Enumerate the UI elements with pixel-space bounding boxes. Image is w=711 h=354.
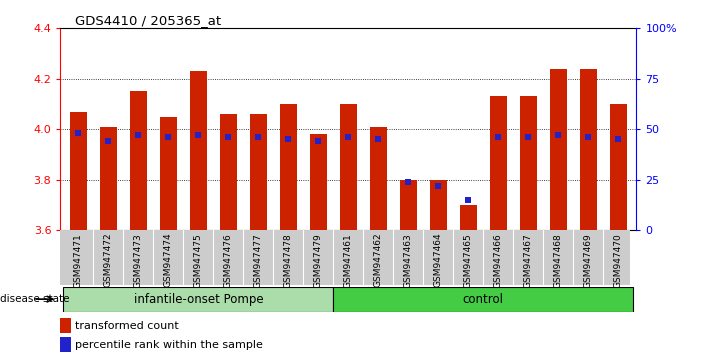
Text: infantile-onset Pompe: infantile-onset Pompe bbox=[134, 293, 263, 306]
Text: GSM947463: GSM947463 bbox=[404, 233, 413, 287]
Bar bbox=[520, 96, 537, 230]
Text: GSM947478: GSM947478 bbox=[284, 233, 293, 287]
Bar bbox=[100, 127, 117, 230]
Text: GDS4410 / 205365_at: GDS4410 / 205365_at bbox=[75, 14, 221, 27]
Bar bbox=[370, 127, 387, 230]
Text: GSM947462: GSM947462 bbox=[374, 233, 383, 287]
Text: percentile rank within the sample: percentile rank within the sample bbox=[75, 341, 263, 350]
Bar bbox=[63, 287, 333, 312]
Bar bbox=[340, 104, 357, 230]
Bar bbox=[190, 71, 207, 230]
Text: GSM947464: GSM947464 bbox=[434, 233, 443, 287]
Text: GSM947469: GSM947469 bbox=[584, 233, 593, 287]
Text: GSM947461: GSM947461 bbox=[344, 233, 353, 287]
Bar bbox=[400, 180, 417, 230]
Bar bbox=[333, 287, 634, 312]
Bar bbox=[60, 318, 71, 333]
Bar bbox=[160, 116, 176, 230]
Bar bbox=[310, 134, 326, 230]
Bar bbox=[70, 112, 87, 230]
Bar bbox=[250, 114, 267, 230]
Text: GSM947472: GSM947472 bbox=[104, 233, 113, 287]
Text: GSM947476: GSM947476 bbox=[224, 233, 233, 287]
Text: GSM947474: GSM947474 bbox=[164, 233, 173, 287]
Text: GSM947475: GSM947475 bbox=[194, 233, 203, 287]
Text: disease state: disease state bbox=[0, 294, 70, 304]
Bar bbox=[130, 91, 146, 230]
Text: GSM947477: GSM947477 bbox=[254, 233, 263, 287]
Text: GSM947466: GSM947466 bbox=[494, 233, 503, 287]
Text: control: control bbox=[463, 293, 504, 306]
Bar bbox=[610, 104, 626, 230]
Text: GSM947471: GSM947471 bbox=[74, 233, 83, 287]
Bar bbox=[280, 104, 296, 230]
Bar bbox=[490, 96, 507, 230]
Bar bbox=[550, 69, 567, 230]
Text: GSM947473: GSM947473 bbox=[134, 233, 143, 287]
Bar bbox=[220, 114, 237, 230]
Text: GSM947479: GSM947479 bbox=[314, 233, 323, 287]
Text: transformed count: transformed count bbox=[75, 321, 179, 331]
Text: GSM947467: GSM947467 bbox=[524, 233, 533, 287]
Text: GSM947470: GSM947470 bbox=[614, 233, 623, 287]
Text: GSM947465: GSM947465 bbox=[464, 233, 473, 287]
Bar bbox=[60, 337, 71, 352]
Text: GSM947468: GSM947468 bbox=[554, 233, 563, 287]
Bar bbox=[460, 205, 476, 230]
Bar bbox=[580, 69, 597, 230]
Bar bbox=[430, 180, 447, 230]
